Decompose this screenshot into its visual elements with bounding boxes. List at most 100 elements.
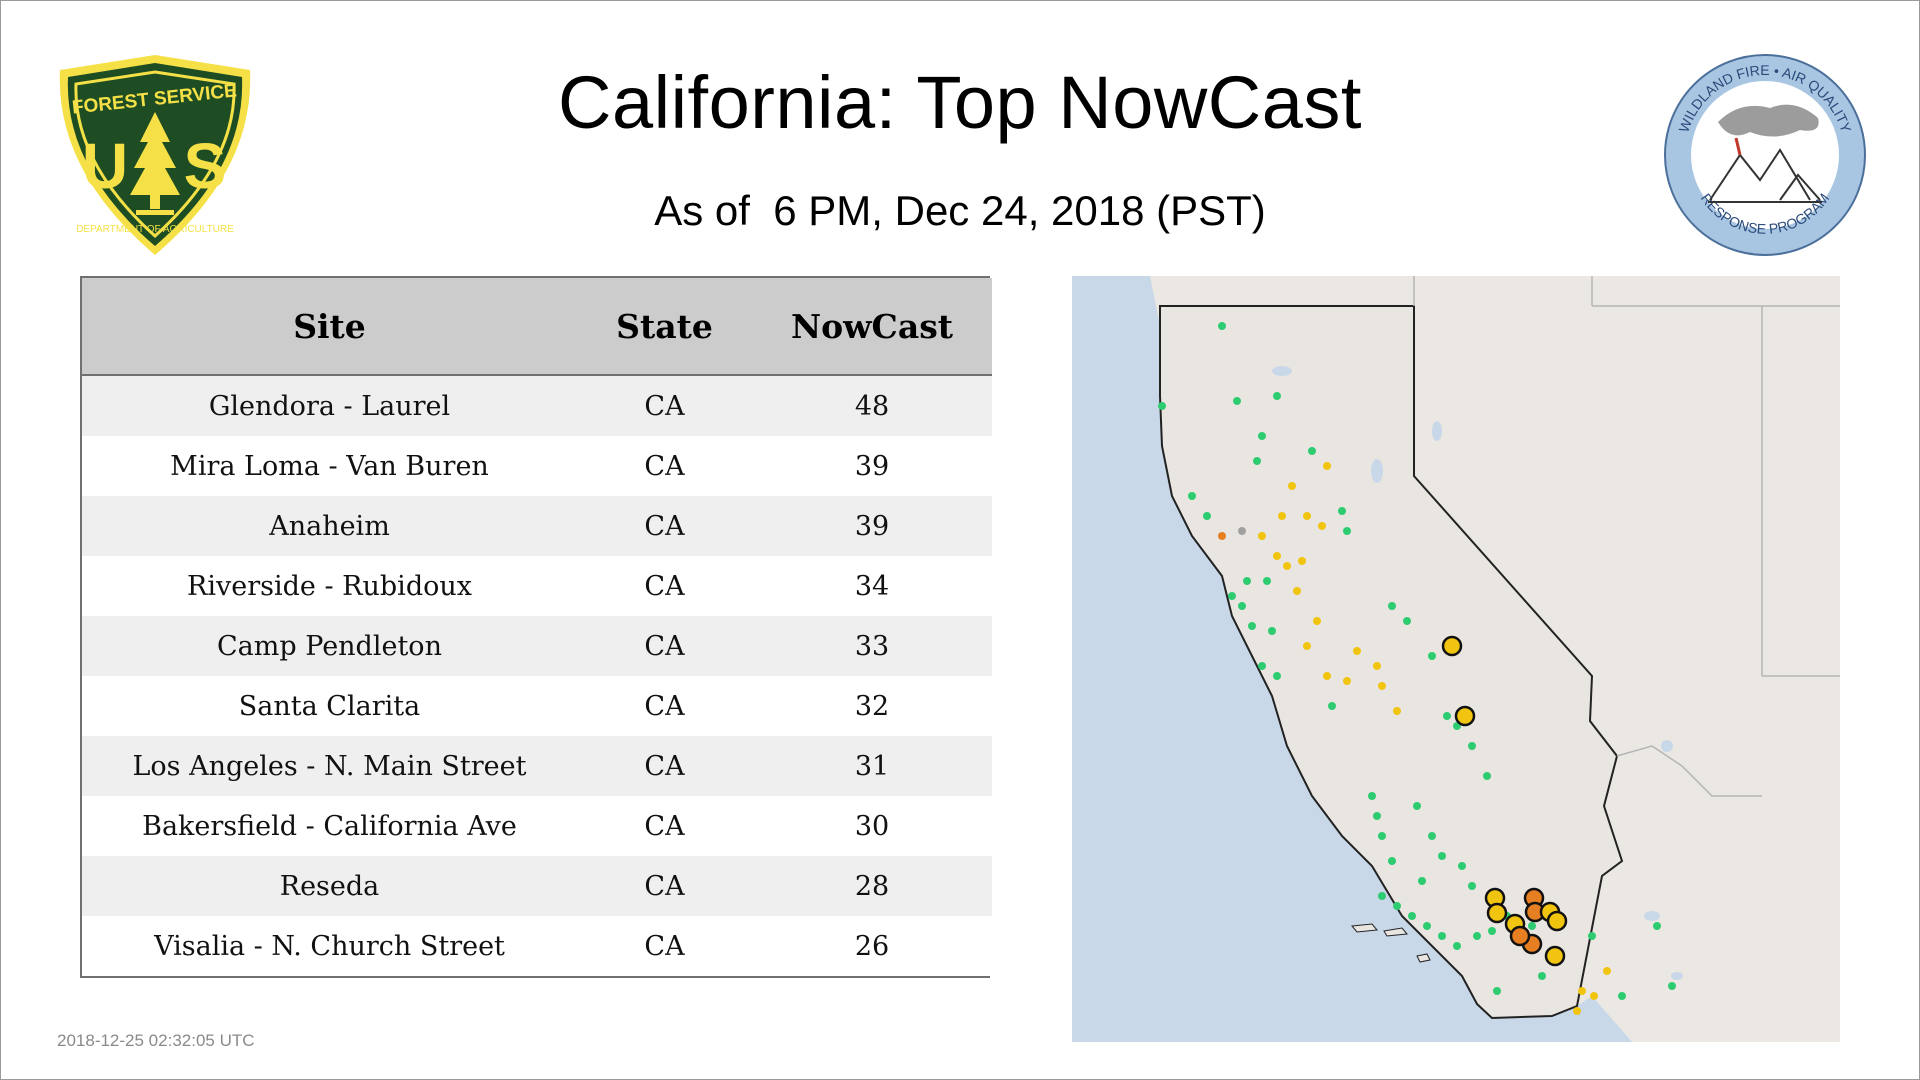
monitor-marker[interactable] [1253, 457, 1261, 465]
cell-site: Riverside - Rubidoux [82, 556, 577, 616]
monitor-marker[interactable] [1538, 972, 1546, 980]
monitor-marker[interactable] [1258, 432, 1266, 440]
cell-state: CA [577, 436, 752, 496]
monitor-marker[interactable] [1468, 882, 1476, 890]
monitor-marker[interactable] [1353, 647, 1361, 655]
table-row: Santa Clarita CA 32 [82, 676, 992, 736]
monitor-marker[interactable] [1408, 912, 1416, 920]
table-row: Riverside - Rubidoux CA 34 [82, 556, 992, 616]
monitor-marker[interactable] [1323, 462, 1331, 470]
monitor-marker[interactable] [1428, 652, 1436, 660]
top-site-marker[interactable] [1454, 705, 1476, 727]
monitor-marker[interactable] [1388, 602, 1396, 610]
monitor-marker[interactable] [1388, 857, 1396, 865]
monitor-marker[interactable] [1443, 712, 1451, 720]
monitor-marker[interactable] [1273, 672, 1281, 680]
monitor-marker[interactable] [1343, 527, 1351, 535]
table-header-row: Site State NowCast [82, 278, 992, 376]
monitor-marker[interactable] [1428, 832, 1436, 840]
table-row: Visalia - N. Church Street CA 26 [82, 916, 992, 976]
monitor-marker[interactable] [1418, 877, 1426, 885]
monitor-marker[interactable] [1603, 967, 1611, 975]
monitor-marker[interactable] [1298, 557, 1306, 565]
monitor-marker[interactable] [1483, 772, 1491, 780]
top-site-marker[interactable] [1509, 925, 1531, 947]
monitor-marker[interactable] [1303, 512, 1311, 520]
monitor-marker[interactable] [1218, 322, 1226, 330]
monitor-marker[interactable] [1393, 902, 1401, 910]
monitor-marker[interactable] [1378, 682, 1386, 690]
monitor-marker[interactable] [1288, 482, 1296, 490]
monitor-marker[interactable] [1488, 927, 1496, 935]
monitor-marker[interactable] [1238, 602, 1246, 610]
monitor-marker[interactable] [1528, 922, 1536, 930]
monitor-marker[interactable] [1473, 932, 1481, 940]
monitor-marker[interactable] [1368, 792, 1376, 800]
top-site-marker[interactable] [1441, 635, 1463, 657]
monitor-marker[interactable] [1328, 702, 1336, 710]
monitor-marker[interactable] [1233, 397, 1241, 405]
cell-nowcast: 28 [752, 856, 992, 916]
column-header-state[interactable]: State [577, 278, 752, 376]
monitor-marker[interactable] [1188, 492, 1196, 500]
monitor-marker[interactable] [1323, 672, 1331, 680]
monitor-marker[interactable] [1578, 987, 1586, 995]
monitor-marker[interactable] [1493, 987, 1501, 995]
california-map[interactable] [1072, 276, 1840, 1042]
cell-state: CA [577, 796, 752, 856]
monitor-marker[interactable] [1403, 617, 1411, 625]
column-header-nowcast[interactable]: NowCast [752, 278, 992, 376]
monitor-marker[interactable] [1618, 992, 1626, 1000]
monitor-marker[interactable] [1263, 577, 1271, 585]
monitor-marker[interactable] [1258, 662, 1266, 670]
monitor-marker[interactable] [1413, 802, 1421, 810]
top-site-marker[interactable] [1486, 902, 1508, 924]
monitor-marker[interactable] [1438, 932, 1446, 940]
svg-text:U: U [82, 130, 128, 202]
top-site-marker[interactable] [1544, 945, 1566, 967]
monitor-marker[interactable] [1248, 622, 1256, 630]
monitor-marker[interactable] [1458, 862, 1466, 870]
monitor-marker[interactable] [1590, 992, 1598, 1000]
monitor-marker[interactable] [1468, 742, 1476, 750]
cell-state: CA [577, 856, 752, 916]
monitor-marker[interactable] [1318, 522, 1326, 530]
monitor-marker[interactable] [1343, 677, 1351, 685]
monitor-marker[interactable] [1393, 707, 1401, 715]
cell-nowcast: 32 [752, 676, 992, 736]
monitor-marker[interactable] [1373, 812, 1381, 820]
monitor-marker[interactable] [1273, 392, 1281, 400]
top-site-marker[interactable] [1546, 910, 1568, 932]
cell-nowcast: 26 [752, 916, 992, 976]
monitor-marker[interactable] [1373, 662, 1381, 670]
monitor-marker[interactable] [1243, 577, 1251, 585]
monitor-marker[interactable] [1203, 512, 1211, 520]
monitor-marker[interactable] [1438, 852, 1446, 860]
monitor-marker[interactable] [1268, 627, 1276, 635]
monitor-marker[interactable] [1378, 892, 1386, 900]
monitor-marker[interactable] [1453, 942, 1461, 950]
monitor-marker[interactable] [1378, 832, 1386, 840]
monitor-marker[interactable] [1218, 532, 1226, 540]
monitor-marker[interactable] [1258, 532, 1266, 540]
monitor-marker[interactable] [1278, 512, 1286, 520]
monitor-marker[interactable] [1238, 527, 1246, 535]
timestamp-footer: 2018-12-25 02:32:05 UTC [57, 1031, 255, 1050]
monitor-marker[interactable] [1293, 587, 1301, 595]
monitor-marker[interactable] [1313, 617, 1321, 625]
monitor-marker[interactable] [1653, 922, 1661, 930]
monitor-marker[interactable] [1423, 922, 1431, 930]
monitor-marker[interactable] [1308, 447, 1316, 455]
cell-site: Reseda [82, 856, 577, 916]
monitor-marker[interactable] [1338, 507, 1346, 515]
monitor-marker[interactable] [1588, 932, 1596, 940]
cell-nowcast: 39 [752, 436, 992, 496]
monitor-marker[interactable] [1228, 592, 1236, 600]
monitor-marker[interactable] [1158, 402, 1166, 410]
monitor-marker[interactable] [1283, 562, 1291, 570]
monitor-marker[interactable] [1273, 552, 1281, 560]
monitor-marker[interactable] [1668, 982, 1676, 990]
monitor-marker[interactable] [1303, 642, 1311, 650]
monitor-marker[interactable] [1573, 1007, 1581, 1015]
column-header-site[interactable]: Site [82, 278, 577, 376]
